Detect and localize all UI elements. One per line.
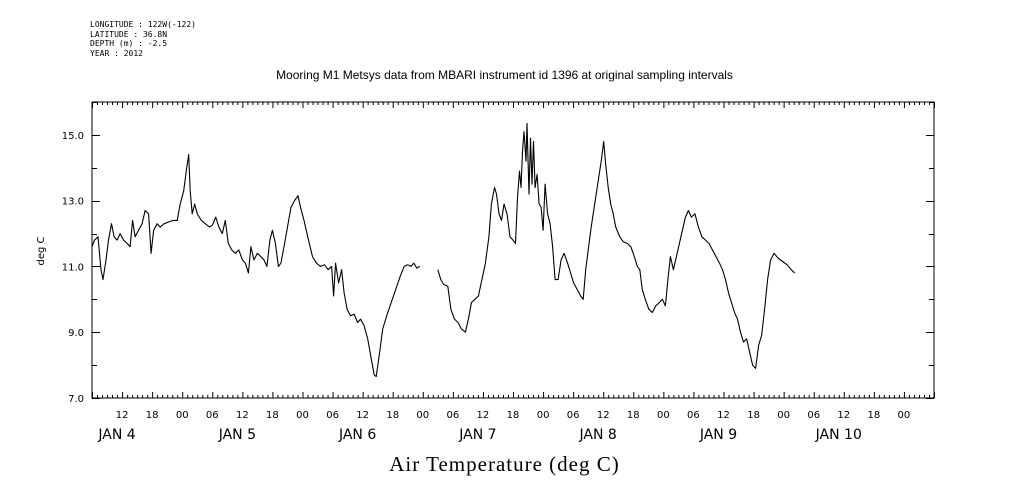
chart-series [91, 122, 796, 378]
x-hour-label: 18 [507, 410, 520, 421]
metadata-block: LONGITUDE : 122W(-122) LATITUDE : 36.8N … [90, 20, 196, 58]
x-day-label: JAN 4 [97, 427, 135, 443]
x-hour-label: 18 [266, 410, 279, 421]
plot-frame [91, 101, 935, 399]
y-tick-label: 7.0 [68, 394, 84, 405]
x-hour-label: 00 [657, 410, 670, 421]
x-hour-label: 12 [837, 410, 850, 421]
x-hour-label: 12 [236, 410, 249, 421]
x-hour-label: 00 [176, 410, 189, 421]
chart-ticks [92, 102, 935, 399]
x-hour-label: 12 [477, 410, 490, 421]
x-hour-label: 00 [898, 410, 911, 421]
x-hour-label: 00 [416, 410, 429, 421]
x-hour-label: 06 [446, 410, 459, 421]
chart-title: Mooring M1 Metsys data from MBARI instru… [276, 68, 733, 82]
chart-subtitle: Air Temperature (deg C) [389, 452, 620, 476]
longitude-text: LONGITUDE : 122W(-122) [90, 20, 196, 29]
chart-axes [91, 101, 935, 399]
x-hour-label: 06 [326, 410, 339, 421]
y-tick-label: 15.0 [62, 131, 84, 142]
x-hour-label: 06 [206, 410, 219, 421]
x-hour-label: 18 [146, 410, 159, 421]
x-hour-label: 06 [567, 410, 580, 421]
x-hour-label: 00 [537, 410, 550, 421]
x-hour-label: 12 [717, 410, 730, 421]
x-day-label: JAN 5 [218, 427, 256, 443]
x-hour-label: 18 [386, 410, 399, 421]
y-tick-label: 13.0 [62, 197, 84, 208]
x-hour-label: 00 [777, 410, 790, 421]
x-hour-label: 12 [597, 410, 610, 421]
x-hour-label: 00 [296, 410, 309, 421]
x-hour-label: 18 [867, 410, 880, 421]
latitude-text: LATITUDE : 36.8N [90, 29, 168, 39]
x-hour-label: 12 [356, 410, 369, 421]
x-day-label: JAN 9 [699, 427, 737, 443]
temperature-line [91, 154, 421, 378]
x-day-label: JAN 8 [579, 427, 617, 443]
year-text: YEAR : 2012 [90, 48, 143, 58]
x-hour-label: 06 [687, 410, 700, 421]
temperature-line [437, 122, 796, 369]
x-hour-label: 18 [627, 410, 640, 421]
chart-tick-labels: 7.0 9.0 11.0 13.0 15.0 12 18 00 06 12 18 00 06 12 18 00… [62, 131, 911, 443]
x-day-label: JAN 7 [458, 427, 496, 443]
x-day-label: JAN 10 [815, 427, 862, 443]
y-tick-label: 9.0 [68, 328, 84, 339]
x-hour-label: 06 [807, 410, 820, 421]
depth-text: DEPTH (m) : -2.5 [90, 39, 168, 48]
x-hour-label: 18 [747, 410, 760, 421]
y-axis-label: deg C [36, 236, 47, 265]
x-hour-label: 12 [116, 410, 129, 421]
y-tick-label: 11.0 [62, 262, 84, 273]
x-day-label: JAN 6 [338, 427, 376, 443]
